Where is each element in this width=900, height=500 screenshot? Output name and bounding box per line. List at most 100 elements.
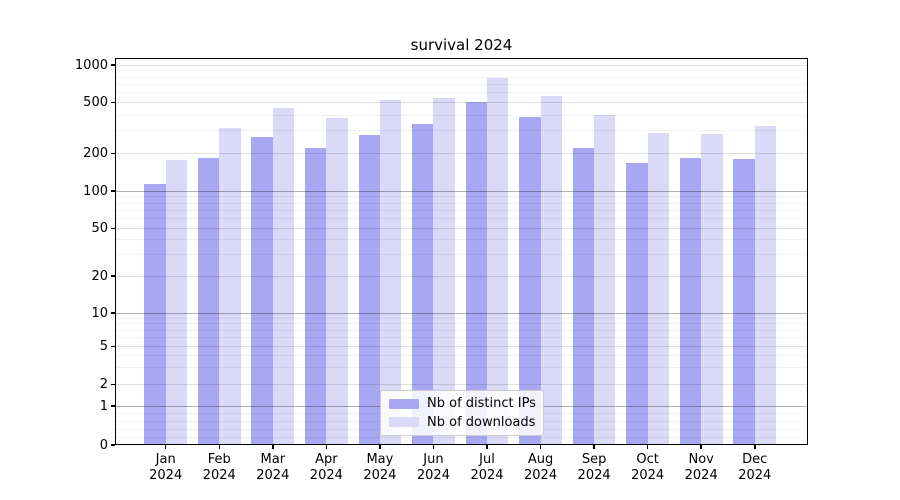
x-tick-label-jan: Jan 2024 xyxy=(149,452,183,483)
gridline-500 xyxy=(115,102,808,104)
chart-title: survival 2024 xyxy=(410,36,513,54)
legend-item-downloads: Nb of downloads xyxy=(389,415,535,430)
legend-label-downloads: Nb of downloads xyxy=(427,414,536,430)
x-tick-label-feb: Feb 2024 xyxy=(202,452,236,483)
x-tick-mark-aug xyxy=(539,445,542,449)
gridline-800 xyxy=(115,76,808,78)
y-tick-label-2: 2 xyxy=(99,376,108,392)
gridline-100 xyxy=(115,190,808,192)
gridline-10 xyxy=(115,312,808,314)
gridline-70 xyxy=(115,209,808,211)
x-tick-mark-mar xyxy=(272,445,274,449)
gridline-300 xyxy=(115,130,808,132)
gridline-60 xyxy=(115,217,808,219)
bars-layer xyxy=(115,58,808,445)
gridline-200 xyxy=(115,152,808,154)
bar-ips-oct xyxy=(626,162,648,445)
gridline-40 xyxy=(115,239,808,241)
gridline-9 xyxy=(115,317,808,319)
x-tick-mark-sep xyxy=(593,445,595,449)
bar-ips-mar xyxy=(251,137,273,445)
y-tick-mark-2 xyxy=(111,383,115,386)
bar-downloads-may xyxy=(379,99,402,445)
bar-downloads-dec xyxy=(754,126,777,445)
gridline-7 xyxy=(115,329,808,331)
x-tick-mark-apr xyxy=(325,445,328,449)
gridline-8 xyxy=(115,323,808,325)
bar-downloads-jan xyxy=(165,159,188,445)
legend-item-distinct-ips: Nb of distinct IPs xyxy=(389,396,536,412)
grid-layer xyxy=(115,58,808,445)
x-tick-label-sep: Sep 2024 xyxy=(577,452,611,483)
y-tick-label-50: 50 xyxy=(91,220,108,236)
x-tick-label-oct: Oct 2024 xyxy=(631,452,665,483)
y-tick-mark-1000 xyxy=(111,64,115,66)
y-tick-label-1: 1 xyxy=(99,398,108,414)
bar-downloads-jun xyxy=(433,98,455,445)
x-tick-mark-oct xyxy=(646,445,649,449)
gridline-700 xyxy=(115,83,808,85)
y-tick-label-20: 20 xyxy=(91,268,108,284)
x-tick-mark-feb xyxy=(218,445,220,449)
bar-ips-aug xyxy=(519,116,541,445)
x-tick-label-dec: Dec 2024 xyxy=(738,452,772,483)
y-tick-mark-50 xyxy=(111,227,115,230)
gridline-30 xyxy=(115,254,808,256)
x-tick-label-jun: Jun 2024 xyxy=(416,452,450,483)
bar-ips-nov xyxy=(679,158,702,445)
y-tick-label-10: 10 xyxy=(91,305,108,321)
x-tick-mark-jun xyxy=(432,445,435,449)
y-tick-mark-500 xyxy=(111,101,115,104)
legend-swatch-distinct-ips xyxy=(389,398,419,409)
y-tick-mark-5 xyxy=(111,345,115,348)
y-tick-mark-200 xyxy=(111,152,115,155)
bar-downloads-oct xyxy=(647,132,670,445)
y-tick-label-200: 200 xyxy=(83,145,108,161)
bar-ips-jan xyxy=(144,184,166,445)
x-tick-label-may: May 2024 xyxy=(363,452,397,483)
gridline-3 xyxy=(115,367,808,369)
bar-downloads-jul xyxy=(487,77,509,445)
bar-downloads-aug xyxy=(540,96,562,445)
y-tick-mark-0 xyxy=(111,444,115,446)
y-tick-mark-20 xyxy=(111,275,115,277)
bar-downloads-feb xyxy=(219,128,241,445)
legend: Nb of distinct IPs Nb of downloads xyxy=(380,390,544,436)
y-tick-label-500: 500 xyxy=(83,95,108,111)
gridline-5 xyxy=(115,346,808,348)
gridline-50 xyxy=(115,227,808,229)
x-tick-mark-may xyxy=(379,445,381,449)
bar-downloads-sep xyxy=(594,115,616,445)
x-tick-mark-dec xyxy=(754,445,756,449)
bar-ips-dec xyxy=(733,159,755,445)
y-tick-label-100: 100 xyxy=(83,183,108,199)
gridline-0.2 xyxy=(115,436,808,438)
bar-ips-may xyxy=(358,134,380,445)
y-tick-mark-10 xyxy=(111,312,115,314)
legend-swatch-downloads xyxy=(389,417,419,428)
gridline-90 xyxy=(115,196,808,198)
plot-area xyxy=(115,58,808,445)
gridline-80 xyxy=(115,202,808,204)
x-tick-label-jul: Jul 2024 xyxy=(470,452,504,483)
gridline-900 xyxy=(115,70,808,72)
bar-ips-sep xyxy=(572,147,595,445)
y-tick-label-0: 0 xyxy=(99,437,108,453)
x-tick-label-apr: Apr 2024 xyxy=(309,452,343,483)
x-tick-label-aug: Aug 2024 xyxy=(524,452,558,483)
x-tick-mark-nov xyxy=(700,445,702,449)
bar-downloads-mar xyxy=(272,108,295,445)
y-tick-mark-1 xyxy=(111,405,115,407)
x-tick-label-mar: Mar 2024 xyxy=(256,452,290,483)
gridline-1000 xyxy=(115,64,808,66)
bar-ips-jun xyxy=(412,123,434,445)
gridline-400 xyxy=(115,114,808,116)
y-tick-label-1000: 1000 xyxy=(74,57,108,73)
y-tick-label-5: 5 xyxy=(99,339,108,355)
y-tick-mark-100 xyxy=(111,190,115,192)
gridline-2 xyxy=(115,383,808,385)
gridline-600 xyxy=(115,92,808,94)
x-tick-mark-jul xyxy=(486,445,488,449)
legend-label-distinct-ips: Nb of distinct IPs xyxy=(427,396,536,412)
